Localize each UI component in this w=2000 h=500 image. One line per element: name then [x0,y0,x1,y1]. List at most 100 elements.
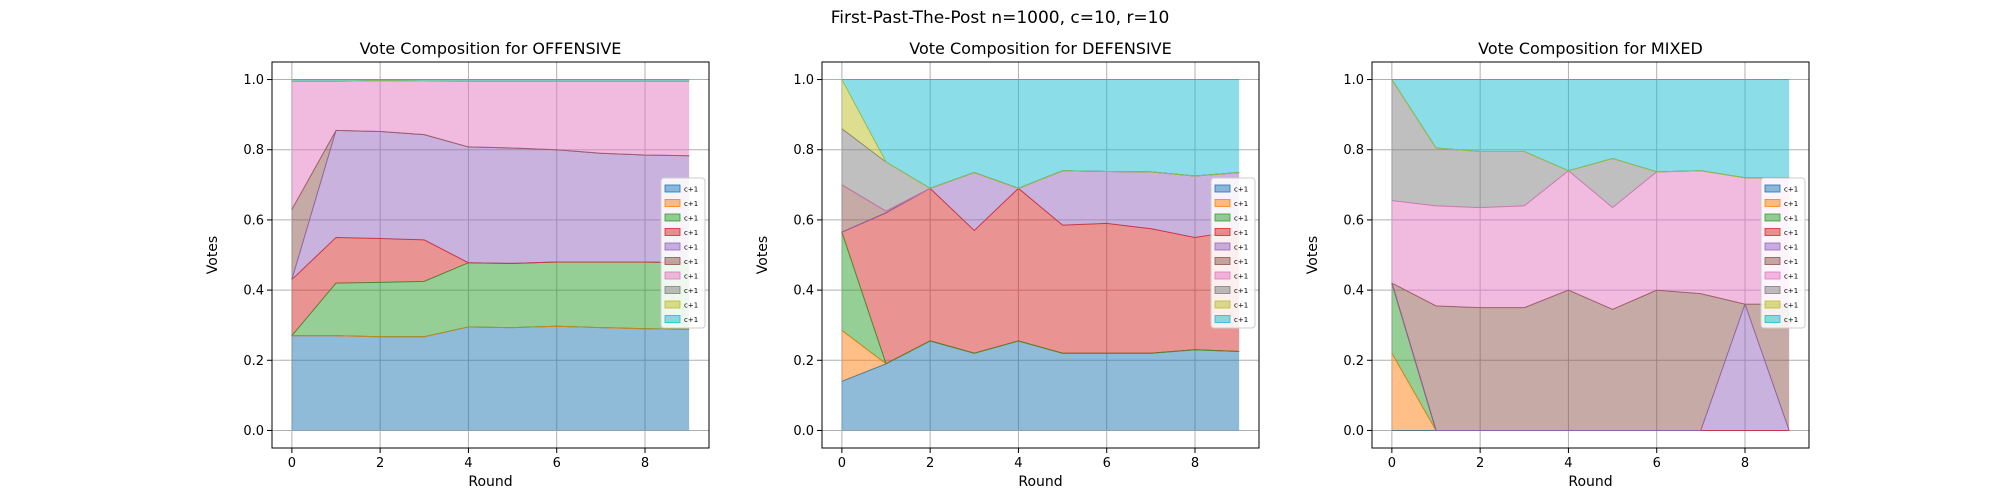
legend-label: c+1 [1784,186,1798,194]
legend-label: c+1 [1784,215,1798,223]
y-tick-label: 1.0 [793,73,814,88]
y-axis-label: Votes [1305,236,1321,274]
legend-swatch [1764,242,1781,251]
x-tick-label: 4 [1014,456,1022,471]
legend-label: c+1 [1234,200,1248,208]
legend-swatch [1214,257,1231,265]
legend-swatch [1214,271,1231,280]
legend-label: c+1 [684,287,698,295]
x-tick-label: 8 [641,456,649,471]
y-tick-label: 1.0 [243,73,264,88]
figure-suptitle: First-Past-The-Post n=1000, c=10, r=10 [831,8,1170,28]
y-tick-label: 0.2 [793,354,814,369]
y-tick-label: 0.2 [1343,354,1364,369]
y-tick-label: 0.8 [1343,143,1364,158]
area-series-6 [1391,283,1790,431]
legend: c+1 c+1 c+1 c+1 c+1 c+1 c+1 c+1 c+1 c+1 [1760,177,1806,329]
legend-label: c+1 [1784,244,1798,252]
legend-swatch [1214,300,1231,309]
x-tick-label: 2 [1476,456,1484,471]
legend-label: c+1 [1784,273,1798,281]
axes-frame [821,61,1260,449]
y-tick-label: 0.8 [793,143,814,158]
x-tick-label: 8 [1191,456,1199,471]
legend-swatch [664,199,681,207]
axes-frame [271,61,710,449]
y-tick-label: 0.4 [1343,284,1364,299]
x-tick-label: 6 [1103,456,1111,471]
legend-label: c+1 [684,215,698,223]
legend-swatch [664,228,681,236]
y-tick-label: 0.4 [243,284,264,299]
legend-label: c+1 [1784,229,1798,237]
area-series-7 [291,80,690,210]
x-tick-label: 0 [288,456,296,471]
y-tick-label: 0.0 [793,424,814,439]
chart-panel-1: 0 2 4 6 8 0.0 0.2 0.4 0.6 0.8 1.0 Vote Composition … [205,39,710,490]
legend-swatch [1764,300,1781,309]
x-axis-label: Round [468,474,512,490]
chart-title: Vote Composition for OFFENSIVE [360,39,622,58]
stacked-areas [841,79,1240,431]
legend-label: c+1 [684,302,698,310]
y-axis-label: Votes [205,236,221,274]
legend-swatch [664,286,681,294]
legend-swatch [1214,242,1231,251]
y-tick-label: 0.6 [243,213,264,228]
legend-label: c+1 [1234,244,1248,252]
area-series-6 [291,130,690,280]
y-tick-label: 1.0 [1343,73,1364,88]
x-tick-label: 2 [926,456,934,471]
stacked-areas [291,79,690,431]
legend-swatch [1214,315,1231,323]
x-tick-label: 0 [1388,456,1396,471]
x-axis-label: Round [1568,474,1612,490]
legend-label: c+1 [1234,302,1248,310]
legend-label: c+1 [1784,287,1798,295]
area-series-8 [841,128,1240,212]
area-series-10 [841,79,1240,189]
x-tick-label: 0 [838,456,846,471]
legend-label: c+1 [684,244,698,252]
legend-label: c+1 [1784,200,1798,208]
legend-swatch [1764,228,1781,236]
area-series-4 [291,237,690,336]
legend-swatch [1214,184,1231,193]
legend-label: c+1 [1234,287,1248,295]
x-tick-label: 4 [464,456,472,471]
chart-title: Vote Composition for DEFENSIVE [909,39,1171,58]
legend: c+1 c+1 c+1 c+1 c+1 c+1 c+1 c+1 c+1 c+1 [660,177,706,329]
y-tick-label: 0.6 [1343,213,1364,228]
area-series-7 [1391,170,1790,310]
legend-swatch [1764,257,1781,265]
legend-swatch [1764,184,1781,193]
legend-label: c+1 [1234,316,1248,324]
y-tick-label: 0.2 [243,354,264,369]
y-tick-label: 0.0 [243,424,264,439]
y-tick-label: 0.6 [793,213,814,228]
legend-swatch [1764,286,1781,294]
y-tick-label: 0.0 [1343,424,1364,439]
chart-panel-2: 0 2 4 6 8 0.0 0.2 0.4 0.6 0.8 1.0 Vote Composition … [755,39,1260,490]
legend-label: c+1 [1234,258,1248,266]
legend-label: c+1 [684,186,698,194]
legend-label: c+1 [1234,215,1248,223]
x-tick-label: 6 [1653,456,1661,471]
legend-swatch [1764,213,1781,222]
area-series-1 [841,340,1240,431]
legend-swatch [1764,315,1781,323]
x-axis-label: Round [1018,474,1062,490]
y-tick-label: 0.8 [243,143,264,158]
area-series-3 [291,262,690,337]
stacked-areas [1391,79,1790,431]
x-tick-label: 4 [1564,456,1572,471]
legend-swatch [1764,199,1781,207]
legend-swatch [664,257,681,265]
legend-label: c+1 [684,229,698,237]
legend-label: c+1 [1234,273,1248,281]
area-series-10 [1391,79,1790,178]
legend-swatch [1214,213,1231,222]
area-series-1 [291,326,690,431]
legend-swatch [1214,286,1231,294]
legend-swatch [1764,271,1781,280]
